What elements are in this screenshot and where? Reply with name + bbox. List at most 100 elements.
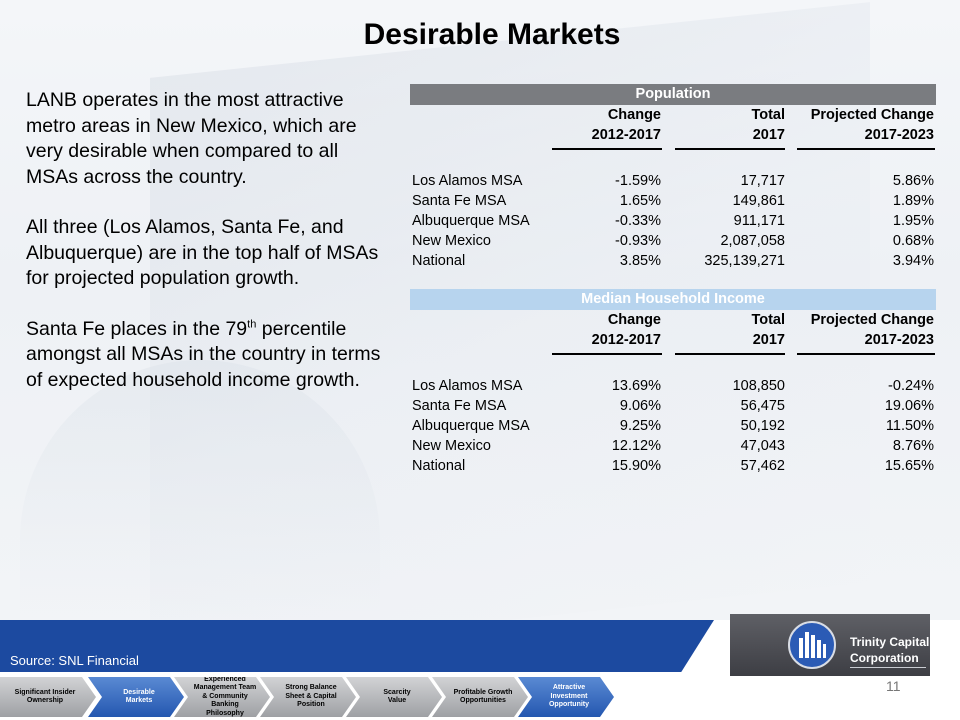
table-row: Albuquerque MSA -0.33% 911,171 1.95%: [410, 211, 936, 231]
col-header-total: Total: [751, 312, 785, 328]
nav-significant-insider-ownership[interactable]: Significant Insider Ownership: [0, 677, 96, 717]
nav-experienced-management[interactable]: Experienced Management Team & Community Ban…: [174, 677, 270, 717]
table-row: Albuquerque MSA 9.25% 50,192 11.50%: [410, 416, 936, 436]
nav-label: Investment: [550, 692, 588, 700]
bullet-3-part-2: percentile amongst all MSAs in the count…: [26, 317, 381, 391]
col-header-change-period: 2012-2017: [591, 127, 661, 143]
nav-profitable-growth[interactable]: Profitable Growth Opportunities: [432, 677, 528, 717]
col-header-change: Change: [607, 312, 661, 328]
population-band: Population: [410, 84, 936, 105]
cell-total: 149,861: [732, 193, 785, 209]
income-table: Median Household Income Change Total Pro…: [410, 289, 936, 476]
row-label: Albuquerque MSA: [412, 213, 530, 229]
nav-label: Desirable: [123, 688, 155, 696]
bullet-paragraph-1: LANB operates in the most attractive met…: [26, 89, 357, 188]
bullet-paragraph-2: All three (Los Alamos, Santa Fe, and Alb…: [26, 216, 379, 289]
header-underline: [552, 353, 662, 355]
bullet-3-superscript: th: [247, 318, 257, 330]
table-row: Santa Fe MSA 9.06% 56,475 19.06%: [410, 396, 936, 416]
cell-projected: 3.94%: [892, 253, 934, 269]
nav-label: Banking Philosophy: [206, 701, 244, 717]
cell-total: 47,043: [740, 438, 785, 454]
header-underline: [675, 353, 785, 355]
nav-label: Position: [297, 701, 325, 709]
nav-label: Strong Balance: [285, 684, 337, 692]
nav-label: Opportunity: [548, 701, 590, 709]
cell-change: 15.90%: [611, 458, 661, 474]
cell-projected: -0.24%: [888, 378, 934, 394]
cell-change: 1.65%: [619, 193, 661, 209]
income-band: Median Household Income: [410, 289, 936, 310]
cell-change: 9.25%: [619, 418, 661, 434]
cell-change: -0.33%: [615, 213, 661, 229]
cell-projected: 1.95%: [892, 213, 934, 229]
col-header-total: Total: [751, 107, 785, 123]
table-row: New Mexico 12.12% 47,043 8.76%: [410, 436, 936, 456]
population-table: Population Change Total Projected Change…: [410, 84, 936, 271]
row-label: National: [412, 253, 466, 269]
nav-label: Profitable Growth: [453, 688, 513, 696]
row-label: Santa Fe MSA: [412, 398, 507, 414]
row-label: New Mexico: [412, 233, 491, 249]
logo-divider: [850, 667, 926, 668]
population-header-row-2: 2012-2017 2017 2017-2023: [410, 127, 936, 150]
col-header-projected-period: 2017-2023: [864, 127, 934, 143]
bullet-text: LANB operates in the most attractive met…: [26, 88, 382, 418]
cell-change: -0.93%: [615, 233, 661, 249]
income-header-row-1: Change Total Projected Change: [410, 312, 936, 332]
row-label: New Mexico: [412, 438, 491, 454]
nav-desirable-markets[interactable]: Desirable Markets: [88, 677, 184, 717]
cell-projected: 19.06%: [884, 398, 934, 414]
nav-label: Markets: [125, 697, 153, 704]
nav-attractive-investment[interactable]: Attractive Investment Opportunity: [518, 677, 614, 717]
row-label: Santa Fe MSA: [412, 193, 507, 209]
col-header-projected: Projected Change: [810, 107, 934, 123]
header-underline: [797, 148, 935, 150]
trinity-logo-icon: [788, 621, 836, 669]
table-row: Los Alamos MSA -1.59% 17,717 5.86%: [410, 171, 936, 191]
nav-strong-balance-sheet[interactable]: Strong Balance Sheet & Capital Position: [260, 677, 356, 717]
nav-label: Experienced: [204, 675, 246, 683]
cell-change: 9.06%: [619, 398, 661, 414]
cell-projected: 15.65%: [884, 458, 934, 474]
nav-scarcity-value[interactable]: Scarcity Value: [346, 677, 442, 717]
table-row: Los Alamos MSA 13.69% 108,850 -0.24%: [410, 376, 936, 396]
col-header-projected-period: 2017-2023: [864, 332, 934, 348]
cell-projected: 8.76%: [892, 438, 934, 454]
nav-label: Significant Insider: [14, 688, 76, 696]
cell-total: 108,850: [732, 378, 785, 394]
cell-total: 325,139,271: [704, 253, 785, 269]
slide-title: Desirable Markets: [363, 18, 621, 51]
income-rows: Los Alamos MSA 13.69% 108,850 -0.24% Santa F…: [410, 376, 936, 476]
nav-label: Value: [387, 697, 407, 704]
cell-projected: 0.68%: [892, 233, 934, 249]
logo-line-2: Corporation: [850, 651, 919, 665]
cell-change: 12.12%: [611, 438, 661, 454]
nav-label: Ownership: [26, 697, 64, 704]
cell-projected: 1.89%: [892, 193, 934, 209]
cell-total: 57,462: [740, 458, 785, 474]
bullet-paragraph-3: Santa Fe places in the 79th percentile a…: [26, 317, 382, 394]
nav-label: Sheet & Capital: [285, 692, 337, 700]
table-row: National 15.90% 57,462 15.65%: [410, 456, 936, 476]
page-number: 11: [886, 678, 901, 694]
cell-change: -1.59%: [615, 173, 661, 189]
bullet-3-part-1: Santa Fe places in the 79: [26, 317, 248, 340]
row-label: Albuquerque MSA: [412, 418, 530, 434]
nav-label: Opportunities: [460, 697, 506, 704]
cell-projected: 5.86%: [892, 173, 934, 189]
nav-label: & Community: [202, 692, 248, 700]
col-header-projected: Projected Change: [810, 312, 934, 328]
cell-total: 50,192: [740, 418, 785, 434]
table-row: New Mexico -0.93% 2,087,058 0.68%: [410, 231, 936, 251]
population-rows: Los Alamos MSA -1.59% 17,717 5.86% Santa Fe …: [410, 171, 936, 271]
row-label: National: [412, 458, 466, 474]
row-label: Los Alamos MSA: [412, 173, 523, 189]
header-underline: [552, 148, 662, 150]
col-header-total-year: 2017: [752, 332, 785, 348]
table-row: National 3.85% 325,139,271 3.94%: [410, 251, 936, 271]
col-header-total-year: 2017: [752, 127, 785, 143]
cell-change: 13.69%: [611, 378, 661, 394]
col-header-change-period: 2012-2017: [591, 332, 661, 348]
cell-total: 56,475: [740, 398, 785, 414]
